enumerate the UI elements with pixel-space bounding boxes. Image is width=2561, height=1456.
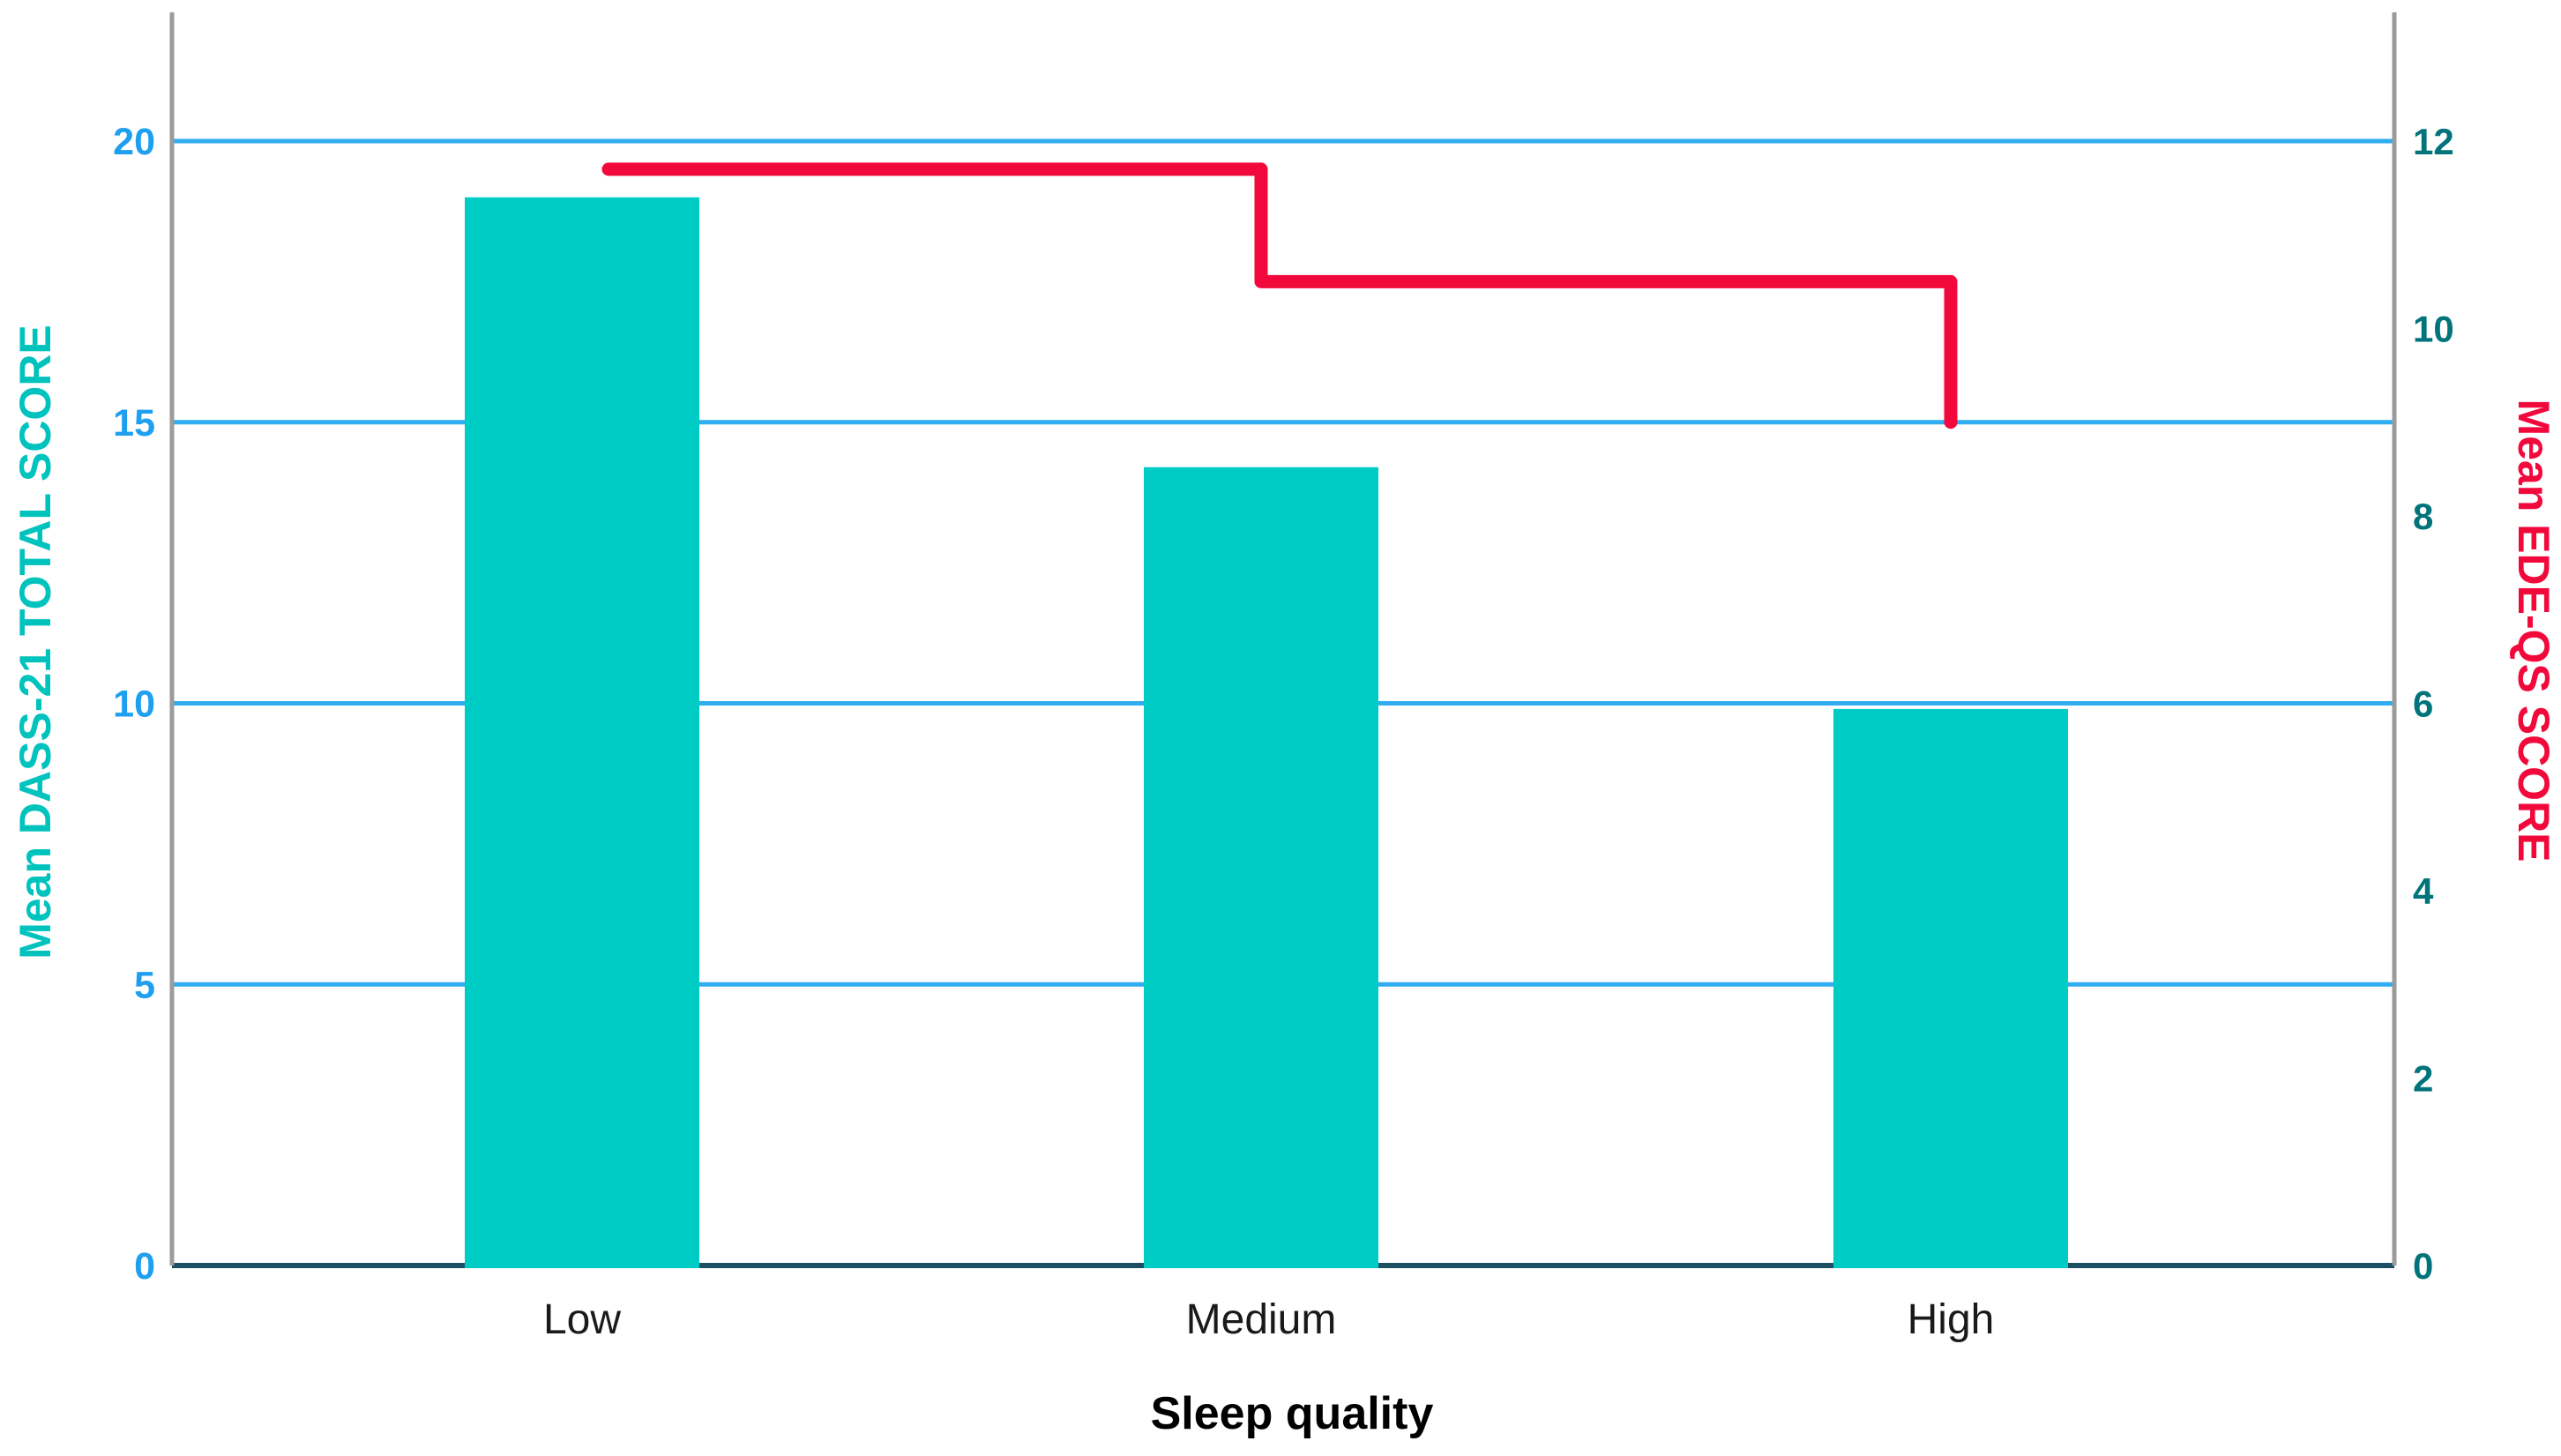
left-axis-tick-20: 20 (113, 121, 155, 163)
category-label-low: Low (543, 1296, 621, 1343)
bar-low (465, 197, 699, 1268)
right-axis-tick-12: 12 (2413, 121, 2454, 162)
category-label-high: High (1908, 1296, 1995, 1343)
step-line-ede-qs (601, 162, 1958, 429)
right-axis-tick-2: 2 (2413, 1058, 2433, 1100)
bar-high (1833, 708, 2068, 1268)
x-axis-title: Sleep quality (1151, 1388, 1434, 1439)
right-axis-tick-10: 10 (2413, 309, 2454, 350)
right-axis-title: Mean EDE-QS SCORE (2509, 399, 2558, 862)
right-axis-tick-0: 0 (2413, 1245, 2433, 1287)
left-axis-title: Mean DASS-21 TOTAL SCORE (11, 325, 60, 959)
right-axis-tick-8: 8 (2413, 496, 2433, 537)
right-axis-tick-6: 6 (2413, 683, 2433, 725)
left-axis-tick-15: 15 (113, 402, 155, 444)
left-axis-tick-10: 10 (113, 683, 155, 726)
bar-medium (1144, 467, 1378, 1268)
left-axis-tick-0: 0 (134, 1245, 155, 1288)
left-axis-tick-5: 5 (134, 964, 155, 1006)
category-label-medium: Medium (1186, 1296, 1337, 1343)
right-axis-tick-4: 4 (2413, 870, 2434, 912)
